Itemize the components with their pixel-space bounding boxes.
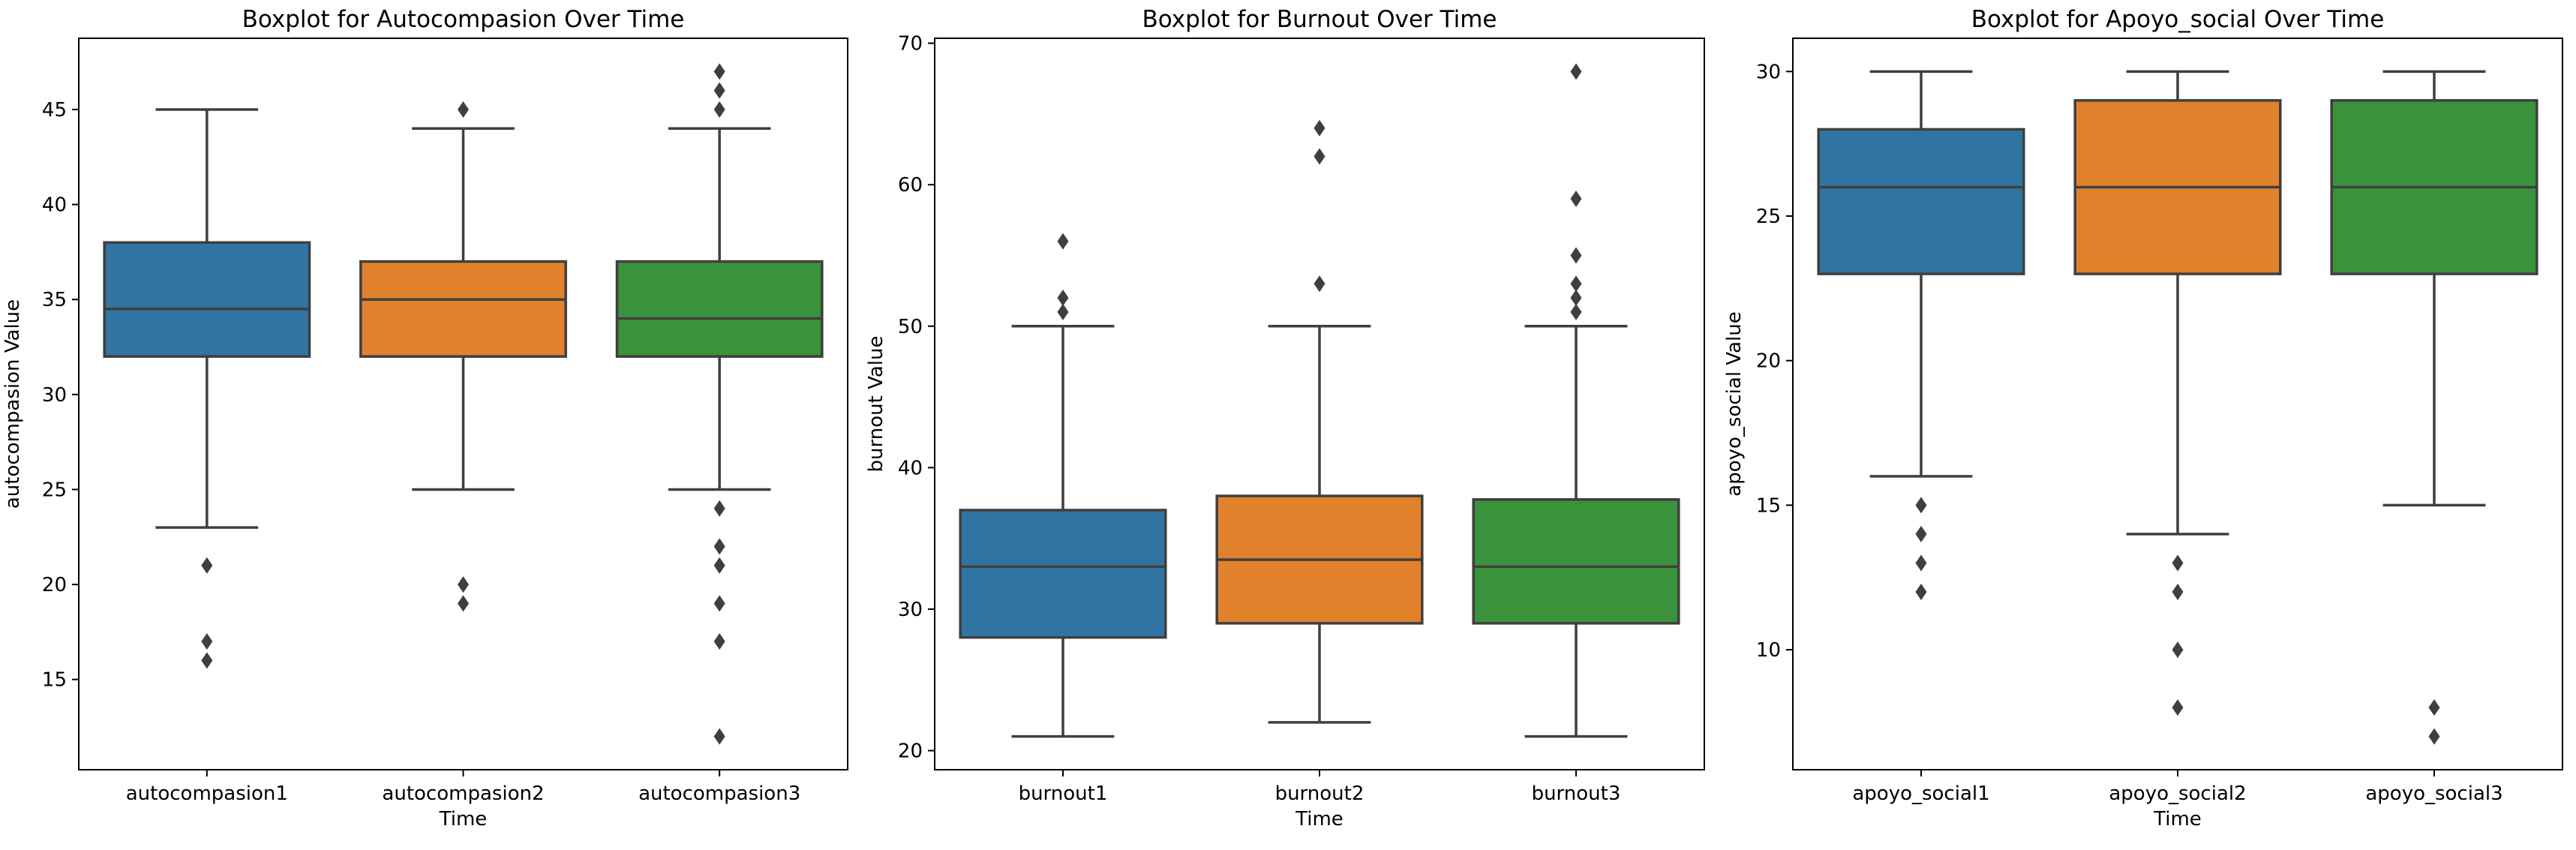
y-tick-label: 20 xyxy=(898,740,923,763)
y-tick-label: 30 xyxy=(898,599,923,621)
x-tick-label: autocompasion1 xyxy=(126,782,288,805)
outlier-point xyxy=(2428,728,2440,745)
iqr-box xyxy=(1472,498,1680,625)
box-autocompasion1 xyxy=(103,108,311,669)
y-tick-label: 25 xyxy=(42,479,67,501)
x-tick-label: burnout1 xyxy=(1019,782,1108,805)
outlier-point xyxy=(458,595,469,612)
outlier-point xyxy=(1570,275,1582,293)
x-tick-label: autocompasion2 xyxy=(382,782,544,805)
plot-frame xyxy=(78,38,848,770)
y-tick-label: 10 xyxy=(1756,639,1781,662)
box-burnout3 xyxy=(1472,63,1680,738)
outlier-point xyxy=(2172,641,2184,659)
box-burnout2 xyxy=(1215,119,1424,724)
box-burnout1 xyxy=(959,233,1167,738)
y-tick-label: 30 xyxy=(1756,61,1781,83)
outlier-point xyxy=(2172,699,2184,716)
y-tick-label: 40 xyxy=(898,457,923,479)
chart-panel-3: Boxplot for Apoyo_social Over Time 10 15 20… xyxy=(1723,6,2563,830)
x-tick-label: apoyo_social1 xyxy=(1852,782,1989,805)
x-tick-label: burnout2 xyxy=(1275,782,1365,805)
outlier-point xyxy=(1570,290,1582,307)
box-apoyo_social2 xyxy=(2073,70,2282,716)
chart-title: Boxplot for Apoyo_social Over Time xyxy=(1971,6,2385,33)
iqr-box xyxy=(959,509,1167,639)
y-tick-label: 20 xyxy=(1756,350,1781,373)
outlier-point xyxy=(458,101,469,118)
chart-title: Boxplot for Autocompasion Over Time xyxy=(242,6,685,33)
y-tick-label: 50 xyxy=(898,316,923,338)
outlier-point xyxy=(713,633,725,650)
y-tick-label: 15 xyxy=(1756,494,1781,517)
outlier-point xyxy=(2428,699,2440,716)
y-axis-label: autocompasion Value xyxy=(2,299,24,509)
y-axis-label: burnout Value xyxy=(865,336,887,473)
plot-frame xyxy=(934,38,1705,770)
x-tick-label: autocompasion3 xyxy=(638,782,800,805)
x-axis-label: Time xyxy=(439,808,488,830)
chart-panel-2: Boxplot for Burnout Over Time 20 30 40 50 60 7… xyxy=(865,6,1705,830)
y-tick-label: 15 xyxy=(42,669,67,692)
box-autocompasion2 xyxy=(359,101,567,612)
x-axis-label: Time xyxy=(2153,808,2202,830)
plot-frame xyxy=(1792,38,2563,770)
outlier-point xyxy=(1570,247,1582,264)
outlier-point xyxy=(713,538,725,555)
y-tick-label: 25 xyxy=(1756,206,1781,228)
y-tick-label: 30 xyxy=(42,384,67,407)
chart-title: Boxplot for Burnout Over Time xyxy=(1142,6,1497,33)
outlier-point xyxy=(713,500,725,517)
iqr-box xyxy=(615,260,824,358)
outlier-point xyxy=(1915,525,1927,542)
x-tick-label: apoyo_social3 xyxy=(2365,782,2502,805)
outlier-point xyxy=(201,633,213,650)
outlier-point xyxy=(201,652,213,669)
outlier-point xyxy=(1057,303,1069,320)
outlier-point xyxy=(1570,303,1582,320)
y-tick-label: 40 xyxy=(42,194,67,217)
outlier-point xyxy=(1570,191,1582,208)
outlier-point xyxy=(1314,119,1326,137)
box-apoyo_social3 xyxy=(2330,70,2538,745)
y-tick-label: 20 xyxy=(42,574,67,596)
outlier-point xyxy=(713,82,725,99)
iqr-box xyxy=(359,260,567,358)
y-tick-label: 60 xyxy=(898,174,923,197)
outlier-point xyxy=(1915,497,1927,514)
outlier-point xyxy=(713,595,725,612)
iqr-box xyxy=(1817,128,2025,275)
outlier-point xyxy=(458,576,469,593)
outlier-point xyxy=(2172,583,2184,600)
box-apoyo_social1 xyxy=(1817,70,2025,600)
x-tick-label: burnout3 xyxy=(1532,782,1621,805)
outlier-point xyxy=(201,557,213,574)
outlier-point xyxy=(2172,554,2184,572)
outlier-point xyxy=(1915,583,1927,600)
x-axis-label: Time xyxy=(1295,808,1344,830)
y-axis-label: apoyo_social Value xyxy=(1723,311,1746,496)
outlier-point xyxy=(1314,275,1326,293)
outlier-point xyxy=(713,101,725,118)
y-tick-label: 70 xyxy=(898,33,923,56)
outlier-point xyxy=(1570,63,1582,80)
outlier-point xyxy=(1915,554,1927,572)
outlier-point xyxy=(1057,233,1069,250)
outlier-point xyxy=(1057,290,1069,307)
y-tick-label: 45 xyxy=(42,99,67,122)
outlier-point xyxy=(713,728,725,745)
outlier-point xyxy=(713,63,725,80)
box-autocompasion3 xyxy=(615,63,824,745)
iqr-box xyxy=(103,241,311,358)
chart-panel-1: Boxplot for Autocompasion Over Time 15 20 2… xyxy=(2,6,848,830)
y-tick-label: 35 xyxy=(42,289,67,311)
x-tick-label: apoyo_social2 xyxy=(2109,782,2246,805)
outlier-point xyxy=(1314,148,1326,165)
outlier-point xyxy=(713,557,725,574)
